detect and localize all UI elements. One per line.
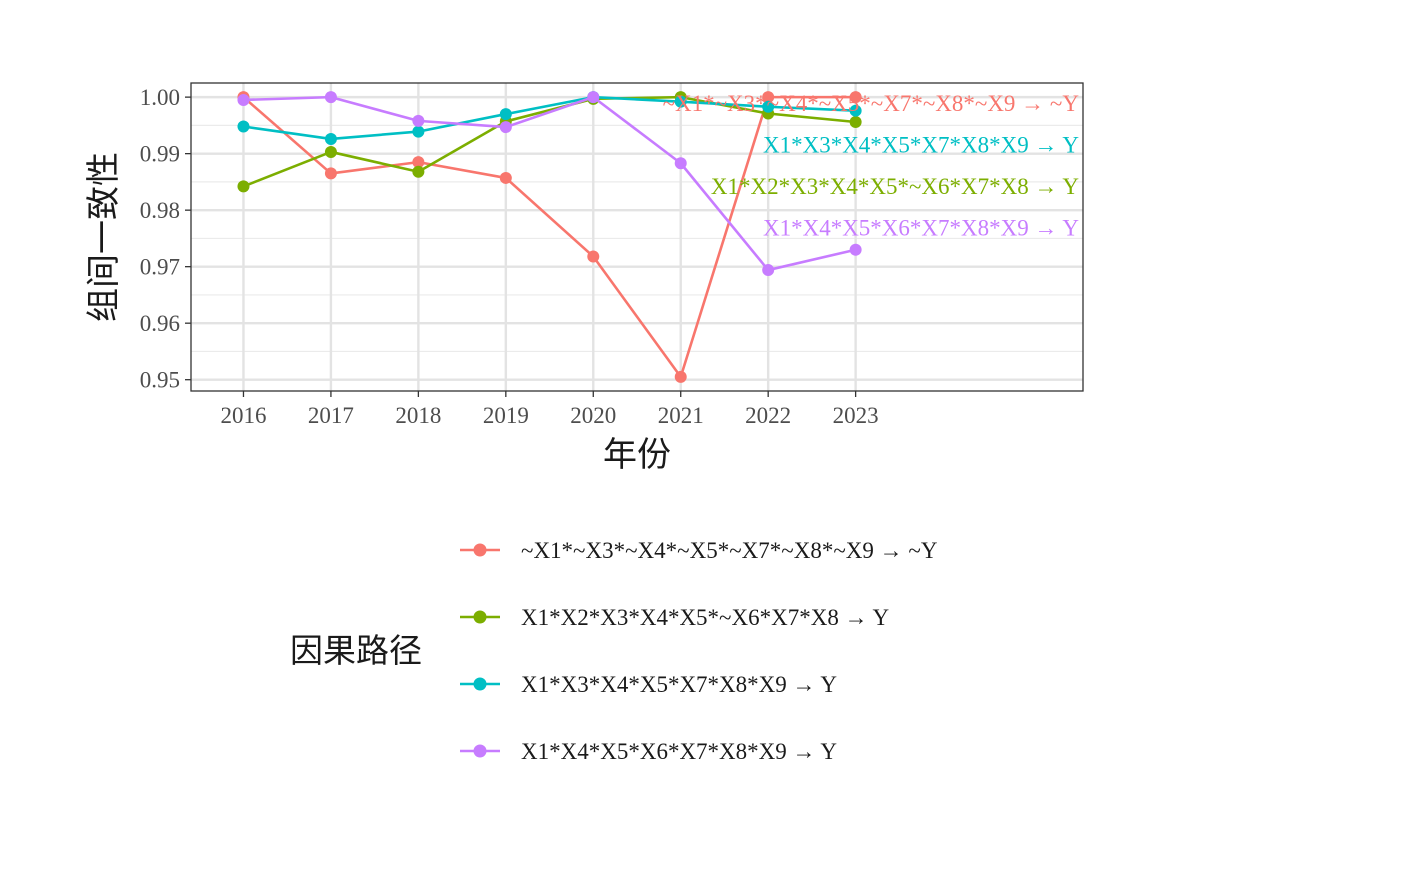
legend-item: X1*X3*X4*X5*X7*X8*X9 → Y [460, 672, 837, 697]
data-point [237, 120, 250, 133]
data-point [499, 121, 512, 134]
series-line [243, 95, 856, 272]
x-tick-label: 2021 [658, 403, 704, 428]
y-tick-label: 0.97 [140, 255, 180, 280]
data-point [237, 93, 250, 106]
series-layer [237, 91, 862, 383]
data-point [849, 243, 862, 256]
data-point [762, 91, 775, 104]
x-axis-title: 年份 [603, 435, 671, 475]
data-point [412, 156, 425, 169]
y-tick-label: 0.96 [140, 311, 180, 336]
series-line [242, 95, 856, 188]
legend-label: ~X1*~X3*~X4*~X5*~X7*~X8*~X9 → ~Y [521, 538, 938, 563]
legend-key-point [473, 744, 487, 758]
legend: 因果路径 ~X1*~X3*~X4*~X5*~X7*~X8*~X9 → ~Y X1*… [290, 538, 938, 764]
legend-label: X1*X2*X3*X4*X5*~X6*X7*X8 → Y [521, 605, 889, 630]
x-tick-label: 2020 [570, 403, 616, 428]
data-point [412, 125, 425, 138]
data-point [587, 91, 600, 104]
series-4 [237, 91, 862, 277]
y-tick-label: 0.95 [140, 368, 180, 393]
y-axis-title: 组间一致性 [84, 152, 124, 322]
y-tick-label: 0.99 [140, 142, 180, 167]
data-point [762, 100, 775, 113]
legend-item: X1*X2*X3*X4*X5*~X6*X7*X8 → Y [460, 605, 889, 630]
data-point [412, 165, 425, 178]
data-point [849, 104, 862, 117]
legend-key-point [473, 543, 487, 557]
y-tick-label: 0.98 [140, 198, 180, 223]
x-tick-label: 2018 [395, 403, 441, 428]
data-point [849, 91, 862, 104]
data-point [674, 157, 687, 170]
series-end-label: X1*X3*X4*X5*X7*X8*X9 → Y [763, 133, 1079, 158]
legend-item: ~X1*~X3*~X4*~X5*~X7*~X8*~X9 → ~Y [460, 538, 938, 563]
legend-label: X1*X4*X5*X6*X7*X8*X9 → Y [521, 739, 837, 764]
data-point [849, 115, 862, 128]
plot-panel-border [190, 82, 1084, 392]
data-point [412, 114, 425, 127]
data-point [674, 95, 687, 108]
grid-major [191, 83, 1083, 391]
y-tick-label: 1.00 [140, 85, 180, 110]
x-tick-label: 2016 [220, 403, 266, 428]
end-labels: ~X1*~X3*~X4*~X5*~X7*~X8*~X9 → ~Y X1*X3*X4… [663, 91, 1080, 241]
series-end-label: X1*X4*X5*X6*X7*X8*X9 → Y [763, 216, 1079, 241]
grid-minor [191, 124, 1083, 353]
data-point [499, 108, 512, 121]
data-point [499, 171, 512, 184]
x-tick-label: 2022 [745, 403, 791, 428]
data-point [587, 250, 600, 263]
x-tick-label: 2019 [483, 403, 529, 428]
series-3 [237, 91, 862, 145]
data-point [762, 264, 775, 277]
y-axis: 0.95 0.96 0.97 0.98 0.99 1.00 [140, 85, 191, 393]
legend-key-point [473, 677, 487, 691]
data-point [324, 132, 337, 145]
legend-item: X1*X4*X5*X6*X7*X8*X9 → Y [460, 739, 837, 764]
series-end-label: X1*X2*X3*X4*X5*~X6*X7*X8 → Y [711, 174, 1079, 199]
series-line [243, 95, 856, 141]
legend-title: 因果路径 [290, 631, 422, 670]
x-tick-label: 2023 [833, 403, 879, 428]
data-point [324, 91, 337, 104]
series-end-label: ~X1*~X3*~X4*~X5*~X7*~X8*~X9 → ~Y [663, 91, 1080, 116]
legend-key-point [473, 610, 487, 624]
data-point [674, 370, 687, 383]
data-point [324, 145, 337, 158]
data-point [324, 167, 337, 180]
data-point [237, 180, 250, 193]
legend-label: X1*X3*X4*X5*X7*X8*X9 → Y [521, 672, 837, 697]
series-line [242, 95, 856, 379]
x-axis: 2016 2017 2018 2019 2020 2021 2022 2023 [220, 391, 879, 428]
x-tick-label: 2017 [308, 403, 354, 428]
